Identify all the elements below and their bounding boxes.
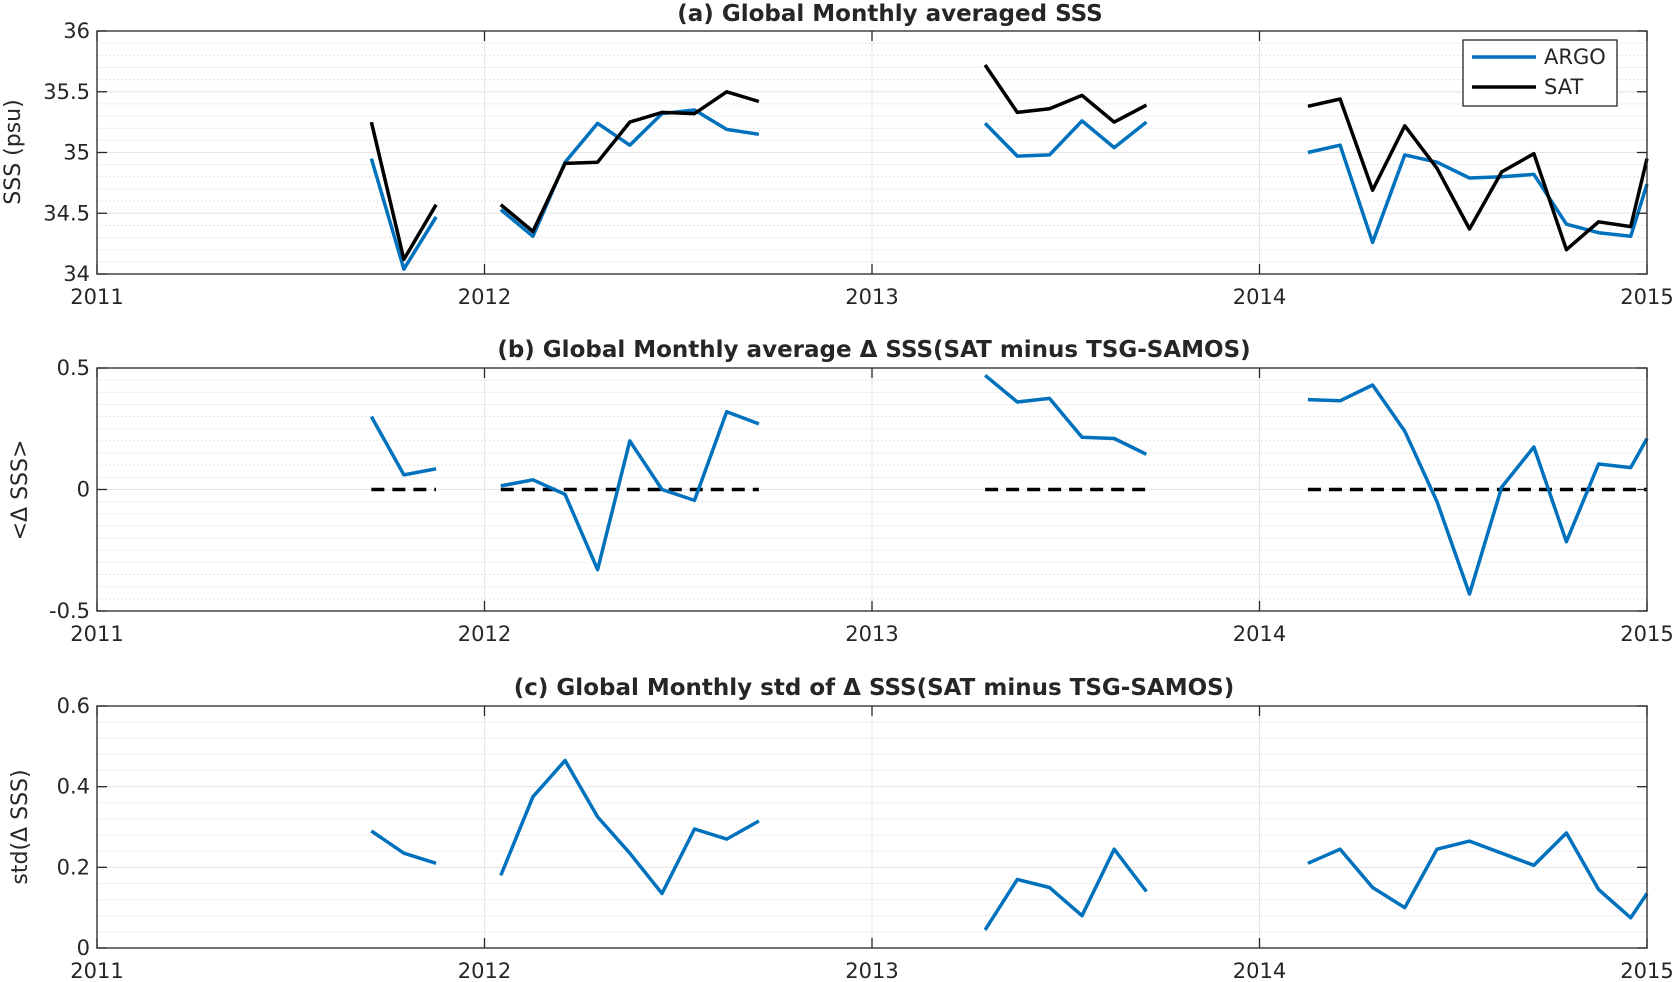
- x-tick-label: 2012: [458, 959, 511, 982]
- x-tick-label: 2015: [1620, 959, 1673, 982]
- x-tick-label: 2011: [70, 959, 123, 982]
- x-tick-label: 2015: [1620, 285, 1673, 309]
- panel-a-ylabel: SSS (psu): [1, 99, 26, 204]
- panel-c: (c) Global Monthly std of Δ SSS(SAT minu…: [8, 675, 1674, 982]
- series-line-sat: [499, 90, 760, 234]
- y-tick-label: 34: [63, 262, 90, 286]
- x-tick-label: 2013: [845, 959, 898, 982]
- y-tick-label: 35.5: [43, 80, 90, 104]
- x-tick-label: 2015: [1620, 622, 1673, 646]
- panel-a-legend: ARGO SAT: [1462, 39, 1618, 107]
- series-line-sat: [983, 64, 1148, 124]
- series-line-sat: [1307, 97, 1649, 252]
- panel-b-ylabel: <Δ SSS>: [8, 440, 33, 541]
- x-tick-label: 2014: [1233, 622, 1286, 646]
- y-tick-label: 0.6: [57, 694, 90, 718]
- x-tick-label: 2012: [458, 285, 511, 309]
- panel-a-title: (a) Global Monthly averaged SSS: [677, 1, 1102, 27]
- x-tick-label: 2014: [1233, 285, 1286, 309]
- x-tick-label: 2011: [70, 622, 123, 646]
- y-tick-label: 0.5: [57, 356, 90, 380]
- y-tick-label: 0: [77, 478, 90, 502]
- series-line-delta-sss: [1307, 383, 1649, 596]
- x-tick-label: 2012: [458, 622, 511, 646]
- series-line-delta-sss: [1307, 831, 1649, 920]
- y-tick-label: 36: [63, 19, 90, 43]
- series-line-sat: [369, 121, 438, 262]
- series-line-delta-sss: [983, 373, 1148, 456]
- y-tick-label: 34.5: [43, 201, 90, 225]
- panel-c-title: (c) Global Monthly std of Δ SSS(SAT minu…: [514, 675, 1234, 701]
- panel-c-ylabel: std(Δ SSS): [8, 769, 33, 884]
- x-tick-label: 2013: [845, 622, 898, 646]
- panel-a: (a) Global Monthly averaged SSS SSS (psu…: [1, 1, 1674, 309]
- panel-b: (b) Global Monthly average Δ SSS(SAT min…: [8, 337, 1674, 646]
- legend-sat-label: SAT: [1544, 75, 1583, 99]
- panel-b-title: (b) Global Monthly average Δ SSS(SAT min…: [497, 337, 1250, 363]
- series-line-delta-sss: [369, 415, 437, 477]
- series-line-delta-sss: [500, 409, 760, 572]
- series-line-argo: [983, 119, 1148, 158]
- series-line-delta-sss: [499, 758, 760, 896]
- panel-a-plot: 2011 2012 2013 2014 2015 34 34.5 35 35.5 36: [43, 19, 1673, 309]
- y-tick-label: -0.5: [49, 599, 90, 623]
- y-tick-label: 35: [63, 141, 90, 165]
- x-tick-label: 2013: [845, 285, 898, 309]
- y-tick-label: 0.4: [57, 775, 90, 799]
- panel-c-plot: 2011 2012 2013 2014 2015 0 0.2 0.4 0.6: [57, 694, 1674, 982]
- series-line-argo: [1307, 143, 1649, 245]
- x-tick-label: 2011: [70, 285, 123, 309]
- y-tick-label: 0: [77, 936, 90, 960]
- legend-argo-label: ARGO: [1544, 45, 1606, 69]
- x-tick-label: 2014: [1233, 959, 1286, 982]
- panel-b-plot: 2011 2012 2013 2014 2015 -0.5 0 0.5: [49, 356, 1674, 646]
- legend-box: [1462, 39, 1618, 107]
- series-line-delta-sss: [983, 847, 1148, 931]
- y-tick-label: 0.2: [57, 855, 90, 879]
- series-line-delta-sss: [370, 829, 437, 865]
- series-line-argo: [369, 158, 438, 271]
